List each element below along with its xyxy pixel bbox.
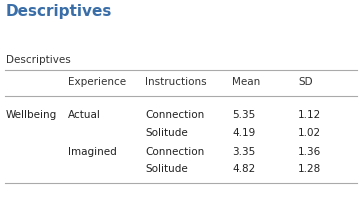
Text: Wellbeing: Wellbeing bbox=[6, 110, 57, 120]
Text: Experience: Experience bbox=[68, 77, 126, 87]
Text: Actual: Actual bbox=[68, 110, 101, 120]
Text: 4.82: 4.82 bbox=[232, 164, 255, 174]
Text: 1.12: 1.12 bbox=[298, 110, 321, 120]
Text: SD: SD bbox=[298, 77, 313, 87]
Text: 1.28: 1.28 bbox=[298, 164, 321, 174]
Text: 3.35: 3.35 bbox=[232, 147, 255, 157]
Text: 4.19: 4.19 bbox=[232, 128, 255, 138]
Text: Mean: Mean bbox=[232, 77, 260, 87]
Text: 1.36: 1.36 bbox=[298, 147, 321, 157]
Text: 1.02: 1.02 bbox=[298, 128, 321, 138]
Text: Connection: Connection bbox=[145, 147, 204, 157]
Text: Instructions: Instructions bbox=[145, 77, 207, 87]
Text: 5.35: 5.35 bbox=[232, 110, 255, 120]
Text: Solitude: Solitude bbox=[145, 128, 188, 138]
Text: Solitude: Solitude bbox=[145, 164, 188, 174]
Text: Connection: Connection bbox=[145, 110, 204, 120]
Text: Imagined: Imagined bbox=[68, 147, 117, 157]
Text: Descriptives: Descriptives bbox=[6, 55, 71, 65]
Text: Descriptives: Descriptives bbox=[6, 4, 112, 19]
